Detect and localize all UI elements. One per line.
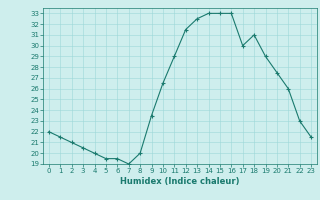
X-axis label: Humidex (Indice chaleur): Humidex (Indice chaleur) (120, 177, 240, 186)
